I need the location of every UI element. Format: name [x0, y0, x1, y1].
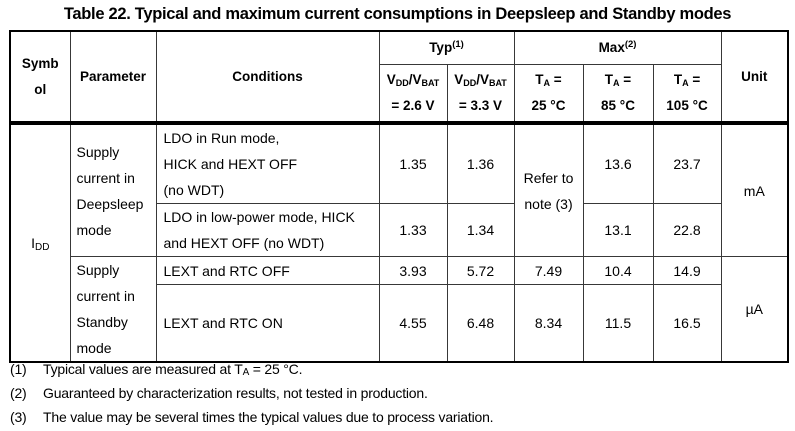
table-row: LEXT and RTC ON 4.55 6.48 8.34 11.5 16.5 — [10, 284, 788, 363]
footnote-number: (3) — [10, 409, 27, 425]
footnote-text: Guaranteed by characterization results, … — [43, 385, 428, 401]
conditions-lext-rtc-off: LEXT and RTC OFF — [155, 255, 380, 286]
temperature-value: 105 °C — [666, 97, 708, 113]
v-symbol: V — [386, 71, 396, 87]
max-25c-value: 8.34 — [513, 284, 584, 363]
typ-3v3-value: 5.72 — [446, 255, 515, 286]
footnote-2: (2) Guaranteed by characterization result… — [10, 383, 790, 407]
footnote-text-pre: Guaranteed by characterization results, … — [43, 385, 428, 401]
typ-3v3-value: 1.34 — [446, 203, 515, 257]
t-symbol: T — [535, 71, 544, 87]
table-row: Supply current in Standby mode LEXT and … — [10, 255, 789, 363]
typ-2v6-value: 1.35 — [378, 121, 448, 204]
bat-subscript: BAT — [421, 77, 440, 88]
parameter-deepsleep: Supply current in Deepsleep mode — [69, 121, 157, 257]
footnote-text-post: = 25 °C. — [249, 361, 303, 377]
slash-v-symbol: /V — [476, 71, 489, 87]
ta-symbol: TA = — [584, 67, 652, 93]
dd-subscript: DD — [395, 77, 409, 88]
dd-subscript: DD — [34, 242, 50, 253]
voltage-value: = 2.6 V — [391, 97, 435, 113]
footnote-text-pre: Typical values are measured at T — [43, 361, 243, 377]
typ-2v6-value: 3.93 — [378, 255, 448, 286]
a-subscript: A — [613, 77, 620, 88]
refer-note-cell: Refer to note (3) — [513, 121, 584, 257]
bat-subscript: BAT — [488, 77, 507, 88]
conditions-ldo-low-power: LDO in low-power mode, HICK and HEXT OFF… — [155, 203, 380, 257]
unit-ma: mA — [720, 121, 789, 257]
i-symbol: I — [31, 235, 35, 251]
header-max-group: Max(2) — [513, 30, 722, 65]
a-subscript: A — [242, 367, 250, 378]
footnote-text: The value may be several times the typic… — [43, 409, 494, 425]
footnotes: (1) Typical values are measured at TA = 2… — [10, 359, 790, 431]
temperature-value: 25 °C — [531, 97, 566, 113]
max-25c-value: 7.49 — [513, 255, 584, 286]
typ-3v3-value: 6.48 — [446, 284, 515, 363]
footnote-text-pre: The value may be several times the typic… — [43, 409, 494, 425]
header-ta-85c: TA = 85 °C — [582, 63, 654, 124]
typ-note-superscript: (1) — [452, 38, 464, 50]
equals-sign: = — [619, 71, 632, 87]
equals-sign: = — [550, 71, 562, 87]
header-symbol: Symb ol — [9, 30, 71, 124]
header-row-subcolumns: VDD/VBAT = 2.6 V VDD/VBAT = 3.3 V TA = 2… — [10, 63, 788, 124]
max-105c-value: 23.7 — [652, 121, 722, 204]
header-ta-25c: TA = 25 °C — [513, 63, 584, 124]
header-vdd-vbat-2v6: VDD/VBAT = 2.6 V — [378, 63, 448, 124]
typ-2v6-value: 1.33 — [378, 203, 448, 257]
max-105c-value: 16.5 — [652, 284, 722, 363]
a-subscript: A — [543, 77, 551, 88]
header-row-groups: Symb ol Parameter Conditions Typ(1) Max(… — [9, 30, 789, 124]
footnote-number: (1) — [10, 361, 27, 377]
conditions-lext-rtc-on: LEXT and RTC ON — [155, 284, 380, 363]
footnote-text: Typical values are measured at TA = 25 °… — [43, 361, 303, 378]
header-parameter: Parameter — [69, 30, 157, 124]
slash-v-symbol: /V — [408, 71, 422, 87]
equals-sign: = — [688, 71, 701, 87]
max-85c-value: 13.6 — [582, 121, 654, 204]
header-conditions: Conditions — [155, 30, 380, 124]
conditions-ldo-run: LDO in Run mode, HICK and HEXT OFF (no W… — [155, 121, 380, 204]
header-unit: Unit — [720, 30, 789, 124]
typ-label: Typ — [429, 39, 453, 55]
parameter-standby: Supply current in Standby mode — [69, 256, 157, 363]
vdd-vbat-symbols: VDD/VBAT — [380, 67, 446, 93]
typ-3v3-value: 1.36 — [446, 121, 515, 204]
max-note-superscript: (2) — [624, 38, 637, 50]
a-subscript: A — [682, 77, 689, 88]
footnote-3: (3) The value may be several times the ty… — [10, 407, 790, 431]
max-85c-value: 11.5 — [582, 284, 654, 363]
ta-symbol: TA = — [515, 67, 582, 93]
dd-subscript: DD — [463, 77, 477, 88]
t-symbol: T — [604, 71, 614, 87]
vdd-vbat-symbols: VDD/VBAT — [448, 67, 513, 93]
footnote-1: (1) Typical values are measured at TA = 2… — [10, 359, 790, 383]
voltage-value: = 3.3 V — [458, 97, 503, 113]
v-symbol: V — [454, 71, 464, 87]
max-85c-value: 10.4 — [582, 255, 654, 286]
header-vdd-vbat-3v3: VDD/VBAT = 3.3 V — [446, 63, 515, 124]
unit-ua: µA — [720, 256, 789, 363]
header-typ-group: Typ(1) — [378, 30, 515, 65]
max-105c-value: 14.9 — [652, 255, 722, 286]
max-label: Max — [598, 39, 625, 55]
table-title: Table 22. Typical and maximum current co… — [63, 5, 732, 23]
current-consumption-table: Symb ol Parameter Conditions Typ(1) Max(… — [9, 30, 790, 363]
max-85c-value: 13.1 — [582, 203, 654, 257]
max-105c-value: 22.8 — [652, 203, 722, 257]
symbol-idd: IDD — [9, 121, 71, 363]
ta-symbol: TA = — [654, 67, 720, 93]
table-row: LDO in low-power mode, HICK and HEXT OFF… — [10, 203, 788, 257]
t-symbol: T — [673, 71, 683, 87]
header-ta-105c: TA = 105 °C — [652, 63, 722, 124]
document-page: Table 22. Typical and maximum current co… — [9, 5, 790, 425]
typ-2v6-value: 4.55 — [378, 284, 448, 363]
table-row: IDD Supply current in Deepsleep mode LDO… — [9, 121, 789, 363]
temperature-value: 85 °C — [601, 97, 635, 113]
footnote-number: (2) — [10, 385, 27, 401]
